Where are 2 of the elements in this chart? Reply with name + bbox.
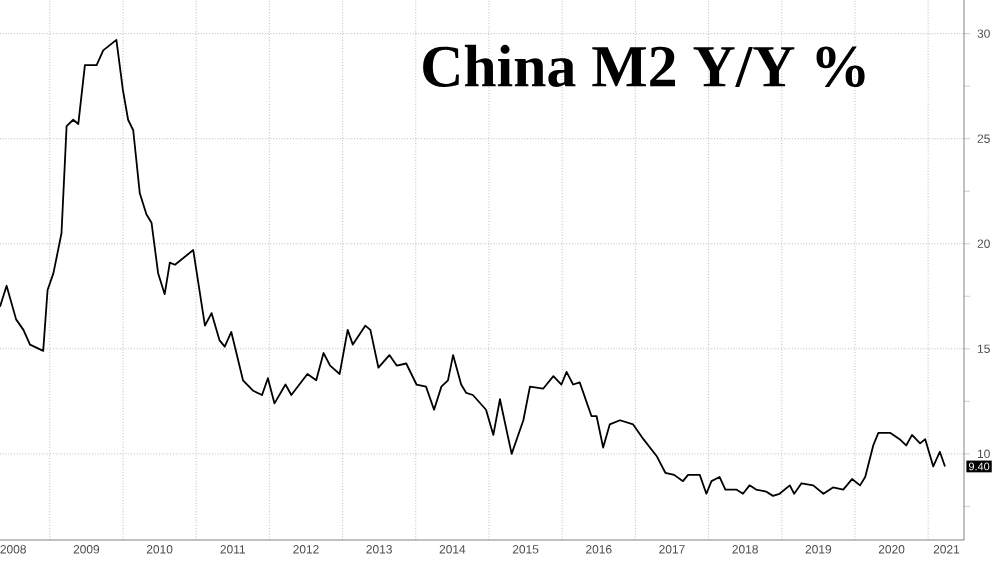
line-series xyxy=(0,39,946,497)
text: China M2 Y/Y % xyxy=(423,44,865,88)
